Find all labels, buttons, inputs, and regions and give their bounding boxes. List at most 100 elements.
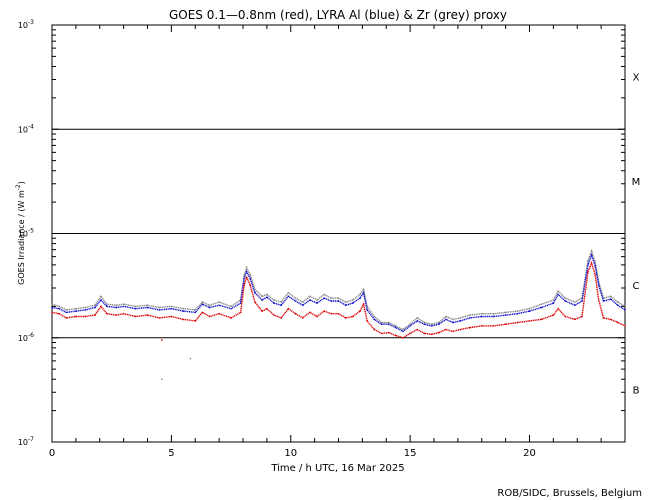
series-point	[373, 315, 376, 318]
series-point	[409, 325, 411, 327]
series-point	[557, 290, 559, 292]
series-point	[106, 303, 108, 305]
series-point	[387, 331, 390, 334]
credit-text: ROB/SIDC, Brussels, Belgium	[497, 488, 642, 499]
series-point	[316, 302, 318, 304]
series-point	[51, 306, 53, 309]
series-point	[115, 306, 118, 309]
series-point	[540, 318, 543, 321]
y-tick-label: 10-6	[18, 332, 34, 343]
series-point	[594, 261, 596, 264]
series-point	[301, 304, 304, 307]
series-point	[58, 305, 60, 308]
series-point	[309, 311, 311, 314]
series-point	[344, 301, 347, 303]
series-point	[249, 277, 251, 280]
series-point	[65, 309, 68, 311]
series-point	[273, 299, 275, 301]
series-point	[134, 307, 137, 310]
series-point	[75, 315, 77, 318]
series-point	[564, 297, 567, 299]
series-point	[617, 304, 619, 307]
series-point	[254, 291, 256, 294]
series-point	[115, 304, 118, 307]
series-point	[352, 299, 354, 301]
series-point	[266, 307, 268, 310]
series-point	[201, 303, 204, 305]
series-point	[344, 317, 347, 319]
series-point	[564, 300, 567, 302]
series-point	[459, 320, 462, 322]
series-point	[84, 306, 87, 309]
series-point	[380, 323, 383, 325]
series-point	[528, 307, 531, 310]
series-point	[480, 312, 483, 315]
series-point	[409, 323, 411, 325]
series-point	[106, 312, 108, 315]
series-point	[249, 274, 251, 276]
series-point	[266, 293, 268, 296]
x-tick-label: 15	[404, 448, 417, 459]
series-point	[574, 318, 576, 321]
series-point	[330, 297, 333, 299]
series-point	[540, 303, 543, 305]
series-point	[416, 317, 419, 319]
series-point	[65, 311, 68, 314]
series-point	[243, 277, 245, 280]
series-point	[287, 291, 290, 294]
series-point	[194, 311, 197, 314]
y-axis-label-exponent: -2	[15, 184, 22, 190]
series-point	[387, 321, 390, 324]
series-point	[516, 321, 519, 324]
series-point	[552, 314, 555, 316]
series-point	[261, 299, 263, 301]
series-point	[218, 304, 220, 307]
series-point	[294, 300, 297, 302]
series-point	[445, 328, 447, 331]
series-point	[134, 315, 137, 318]
series-point	[492, 315, 495, 318]
series-point	[100, 305, 102, 308]
series-point	[459, 328, 462, 331]
series-point	[146, 304, 149, 307]
series-point	[492, 325, 495, 327]
series-point	[75, 310, 77, 312]
series-point	[590, 262, 593, 264]
y-axis-label: GOES Irradiance / (W m-2)	[15, 181, 26, 285]
series-point	[218, 301, 220, 303]
x-axis-label: Time / h UTC, 16 Mar 2025	[270, 463, 404, 474]
series-point	[158, 309, 161, 311]
series-point	[469, 314, 471, 316]
series-point	[170, 307, 173, 310]
flare-class-label: B	[633, 385, 640, 396]
series-point	[194, 309, 197, 311]
series-point	[581, 315, 583, 318]
flare-class-label: X	[633, 73, 640, 84]
y-tick-label: 10-7	[18, 436, 34, 447]
series-point	[287, 295, 290, 298]
series-point	[395, 325, 397, 327]
series-point	[602, 317, 605, 319]
x-tick-label: 10	[284, 448, 297, 459]
series-point	[480, 325, 483, 327]
series-point	[337, 297, 340, 299]
series-point	[609, 298, 612, 300]
chart-title: GOES 0.1—0.8nm (red), LYRA Al (blue) & Z…	[169, 8, 507, 22]
series-point	[387, 323, 390, 325]
series-point	[158, 306, 161, 309]
series-point	[587, 259, 589, 262]
series-point	[402, 330, 404, 333]
series-point	[423, 332, 426, 335]
series-point	[504, 314, 507, 316]
series-point	[373, 318, 376, 321]
series-point	[239, 302, 242, 304]
series-point	[287, 307, 290, 310]
series-point	[201, 301, 204, 303]
series-point	[594, 274, 596, 276]
series-point	[452, 321, 454, 324]
series-point	[430, 323, 433, 325]
series-layer	[51, 248, 626, 381]
series-point	[590, 250, 593, 252]
series-point	[516, 312, 519, 315]
